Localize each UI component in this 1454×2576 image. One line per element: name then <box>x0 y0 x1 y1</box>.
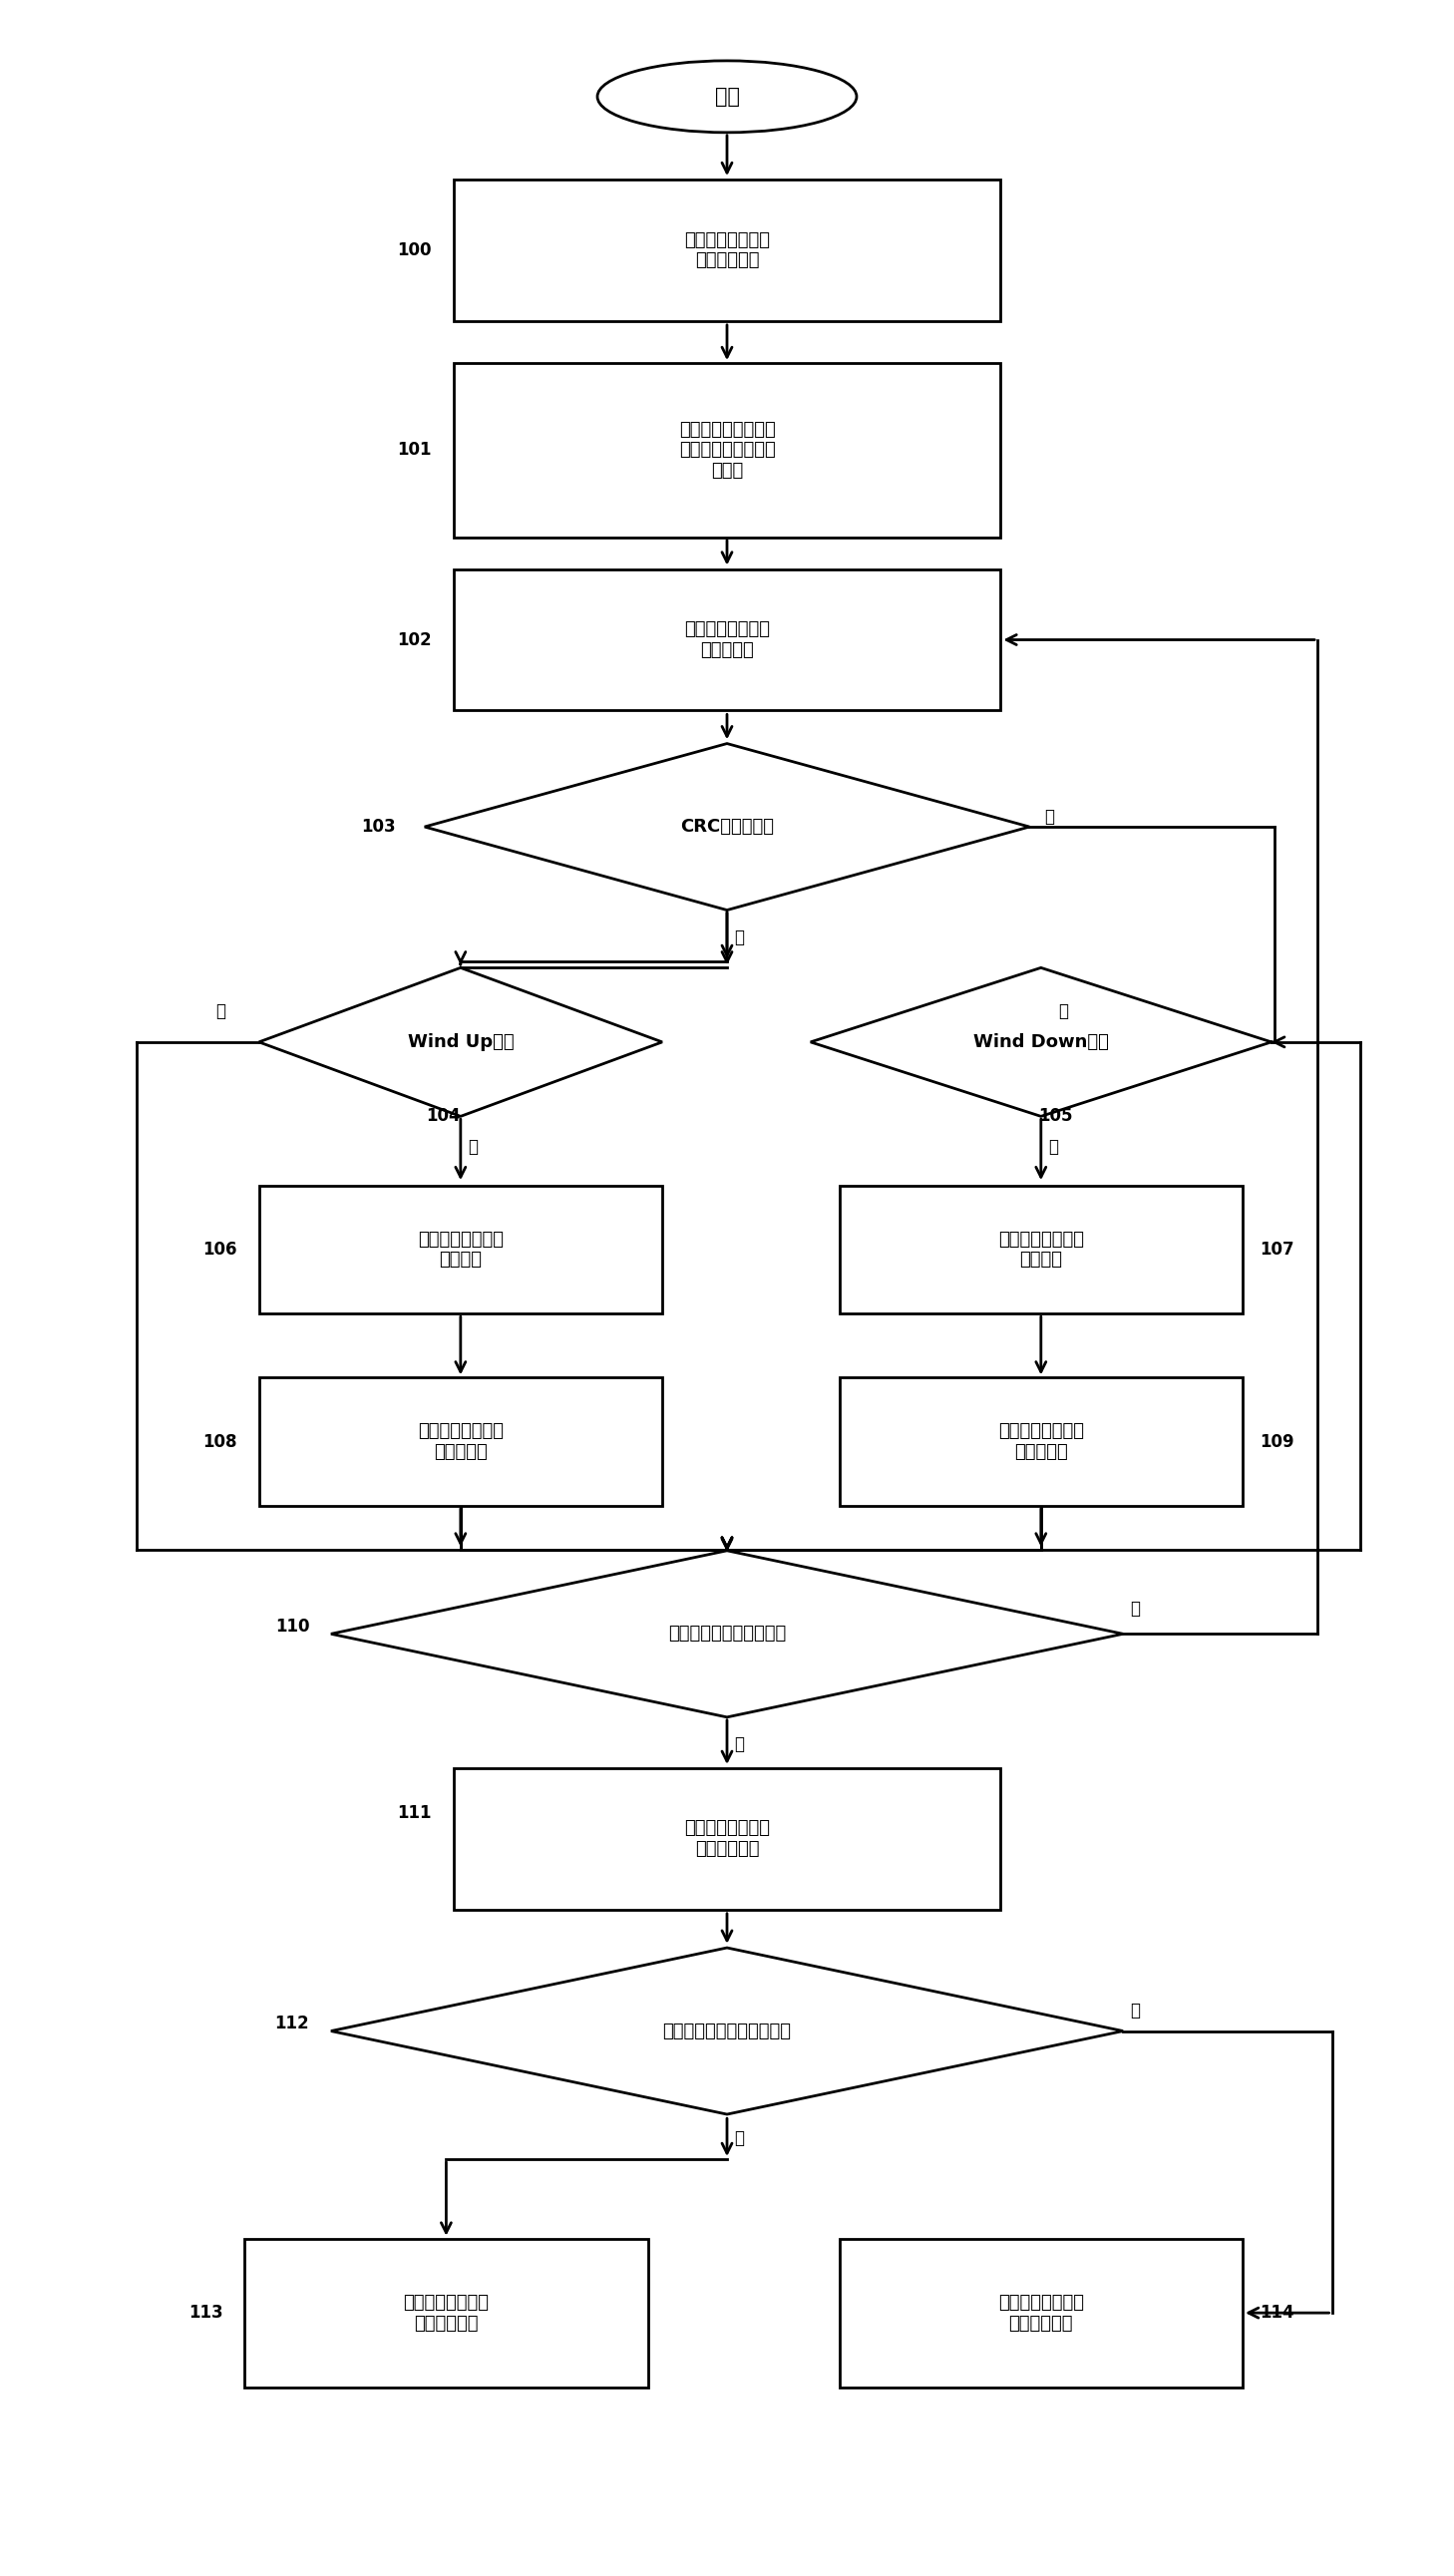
Text: 110: 110 <box>275 1618 310 1636</box>
FancyBboxPatch shape <box>839 1185 1243 1314</box>
Text: 105: 105 <box>1038 1108 1073 1126</box>
Text: 否: 否 <box>734 927 744 945</box>
Text: 查找该传输信道的
上调步长: 查找该传输信道的 上调步长 <box>417 1231 503 1270</box>
Text: 查找该传输信道的
下调步长: 查找该传输信道的 下调步长 <box>997 1231 1083 1270</box>
Text: 109: 109 <box>1259 1432 1294 1450</box>
Text: 否: 否 <box>468 1139 478 1157</box>
Text: 确定门限为目标信
噪比最高极限: 确定门限为目标信 噪比最高极限 <box>403 2293 489 2331</box>
Text: 否: 否 <box>1130 1600 1140 1618</box>
Polygon shape <box>332 1947 1122 2115</box>
Text: 108: 108 <box>204 1432 237 1450</box>
Text: 是: 是 <box>215 1002 225 1020</box>
Polygon shape <box>332 1551 1122 1718</box>
Text: 106: 106 <box>204 1242 237 1260</box>
Text: 获得解码结果和对
应传输信道: 获得解码结果和对 应传输信道 <box>685 621 769 659</box>
Text: 107: 107 <box>1259 1242 1294 1260</box>
FancyBboxPatch shape <box>839 1378 1243 1507</box>
FancyBboxPatch shape <box>454 1767 1000 1909</box>
FancyBboxPatch shape <box>454 363 1000 538</box>
Text: 100: 100 <box>397 242 432 260</box>
FancyBboxPatch shape <box>244 2239 648 2388</box>
Text: CRC状态正确？: CRC状态正确？ <box>680 817 774 835</box>
FancyBboxPatch shape <box>259 1185 662 1314</box>
Ellipse shape <box>598 62 856 131</box>
FancyBboxPatch shape <box>454 180 1000 322</box>
Text: 113: 113 <box>189 2303 222 2321</box>
Text: 101: 101 <box>397 440 432 459</box>
Polygon shape <box>810 969 1271 1115</box>
Text: Wind Up状态: Wind Up状态 <box>407 1033 513 1051</box>
Text: 上调该传输信道的
目标信噪比: 上调该传输信道的 目标信噪比 <box>417 1422 503 1461</box>
FancyBboxPatch shape <box>454 569 1000 711</box>
Text: 确定门限比为所选
的目标信噪比: 确定门限比为所选 的目标信噪比 <box>997 2293 1083 2331</box>
Text: 是: 是 <box>1044 809 1054 824</box>
Text: 112: 112 <box>275 2014 310 2032</box>
Polygon shape <box>425 744 1029 909</box>
Text: 获得各个传输信道
的目标误块率: 获得各个传输信道 的目标误块率 <box>685 232 769 270</box>
Text: 103: 103 <box>361 817 395 835</box>
FancyBboxPatch shape <box>839 2239 1243 2388</box>
Text: 选择内环功率控制
的目标信噪比: 选择内环功率控制 的目标信噪比 <box>685 1819 769 1857</box>
FancyBboxPatch shape <box>259 1378 662 1507</box>
Text: 是: 是 <box>1059 1002 1069 1020</box>
Polygon shape <box>259 969 662 1115</box>
Text: 否: 否 <box>1130 2002 1140 2020</box>
Text: Wind Down状态: Wind Down状态 <box>973 1033 1109 1051</box>
Text: 一个传输时间间隔内
记录各传输信道的解
码结果: 一个传输时间间隔内 记录各传输信道的解 码结果 <box>679 420 775 479</box>
Text: 是: 是 <box>734 2130 744 2148</box>
Text: 111: 111 <box>397 1803 432 1821</box>
Text: 102: 102 <box>397 631 432 649</box>
Text: 104: 104 <box>426 1108 461 1126</box>
Text: 大于目标信噪比最高极限？: 大于目标信噪比最高极限？ <box>663 2022 791 2040</box>
Text: 是否已更新所有传输信道: 是否已更新所有传输信道 <box>667 1625 787 1643</box>
Text: 114: 114 <box>1259 2303 1294 2321</box>
Text: 否: 否 <box>1048 1139 1059 1157</box>
Text: 是: 是 <box>734 1736 744 1754</box>
Text: 下调该传输信道的
目标信噪比: 下调该传输信道的 目标信噪比 <box>997 1422 1083 1461</box>
Text: 开始: 开始 <box>714 88 740 106</box>
